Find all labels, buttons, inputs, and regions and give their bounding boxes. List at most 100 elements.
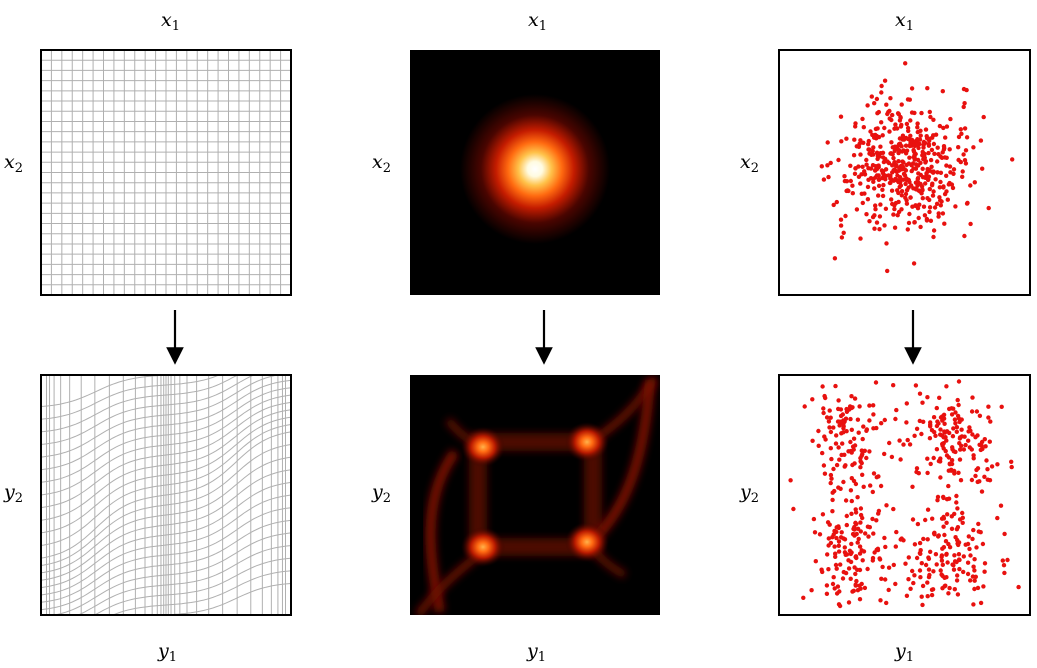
sample-point: [852, 443, 858, 448]
sample-point: [868, 483, 873, 488]
sample-point: [879, 90, 884, 95]
sample-point: [870, 148, 875, 154]
sample-point: [826, 174, 831, 180]
sample-point: [855, 417, 861, 422]
sample-point: [983, 444, 988, 449]
sample-point: [980, 541, 986, 547]
sample-point: [964, 87, 969, 93]
sample-point: [865, 184, 871, 190]
sample-point: [885, 159, 890, 164]
grid-curve: [77, 545, 291, 615]
sample-point: [981, 114, 986, 120]
sample-point: [917, 418, 922, 424]
sample-point: [833, 383, 838, 389]
sample-point: [852, 461, 857, 466]
sample-point: [928, 420, 933, 425]
sample-point: [952, 553, 957, 558]
sample-point: [966, 534, 971, 539]
sample-point: [956, 470, 961, 475]
sample-point: [828, 472, 834, 478]
sample-point: [946, 483, 951, 489]
sample-point: [816, 428, 821, 434]
sample-point: [878, 202, 883, 207]
sample-point: [825, 163, 830, 168]
sample-point: [882, 223, 887, 228]
sample-point: [865, 103, 870, 108]
sample-point: [828, 415, 833, 420]
sample-point: [928, 157, 934, 163]
sample-point: [1002, 531, 1007, 537]
grid-curve: [41, 375, 174, 407]
sample-point: [935, 145, 940, 150]
sample-point: [943, 539, 949, 544]
sample-point: [942, 191, 948, 197]
sample-point: [952, 417, 958, 422]
sample-point: [938, 568, 943, 573]
sample-point: [915, 521, 921, 527]
sample-point: [866, 142, 871, 147]
sample-point: [926, 143, 932, 148]
sample-point: [951, 171, 956, 176]
sample-point: [880, 170, 885, 176]
sample-point: [826, 419, 832, 424]
sample-point: [954, 425, 960, 430]
sample-point: [857, 544, 863, 549]
sample-point: [848, 178, 853, 184]
left-label-y2: y2: [371, 481, 391, 506]
sample-point: [933, 433, 938, 438]
sample-point: [898, 124, 904, 129]
grid-curve: [41, 424, 291, 546]
sample-point: [903, 61, 908, 66]
four-mode-density: [414, 375, 659, 615]
sample-point: [953, 204, 958, 209]
sample-point: [920, 166, 925, 171]
sample-point: [967, 546, 972, 552]
sample-point: [820, 450, 825, 456]
sample-point: [841, 479, 846, 485]
sample-point: [830, 497, 835, 503]
sample-point: [914, 555, 920, 561]
sample-point: [959, 131, 964, 136]
sample-point: [852, 171, 858, 176]
sample-point: [923, 517, 928, 523]
grid-curve: [41, 481, 291, 589]
sample-point: [927, 167, 932, 173]
grid-curve: [41, 416, 291, 534]
sample-point: [973, 435, 978, 440]
sample-point: [801, 595, 806, 600]
sample-point: [851, 436, 857, 441]
sample-point: [957, 457, 963, 462]
sample-point: [927, 186, 932, 192]
sample-point: [956, 557, 962, 562]
sample-point: [842, 174, 847, 179]
sample-point: [977, 413, 983, 418]
sample-point: [882, 417, 887, 423]
sample-point: [831, 425, 836, 430]
sample-point: [913, 383, 919, 388]
transformed-sample-points: [788, 379, 1021, 609]
sample-point: [935, 159, 940, 164]
sample-point: [894, 407, 899, 413]
sample-point: [942, 584, 947, 589]
sample-point: [879, 83, 884, 89]
sample-point: [955, 506, 960, 511]
sample-point: [963, 148, 969, 153]
sample-point: [853, 571, 858, 577]
sample-point: [831, 466, 836, 472]
sample-point: [892, 225, 898, 230]
sample-point: [847, 548, 853, 553]
sample-point: [949, 461, 955, 467]
sample-point: [892, 203, 897, 208]
sample-point: [927, 197, 932, 203]
sample-point: [1009, 459, 1014, 464]
sample-point: [880, 187, 885, 192]
sample-point: [908, 133, 913, 138]
sample-point: [855, 588, 861, 593]
sample-point: [838, 217, 844, 222]
sample-point: [885, 111, 890, 117]
sample-point: [923, 181, 928, 186]
sample-point: [979, 443, 984, 448]
sample-point: [867, 147, 872, 152]
sample-point: [887, 440, 892, 446]
sample-point: [848, 439, 853, 445]
